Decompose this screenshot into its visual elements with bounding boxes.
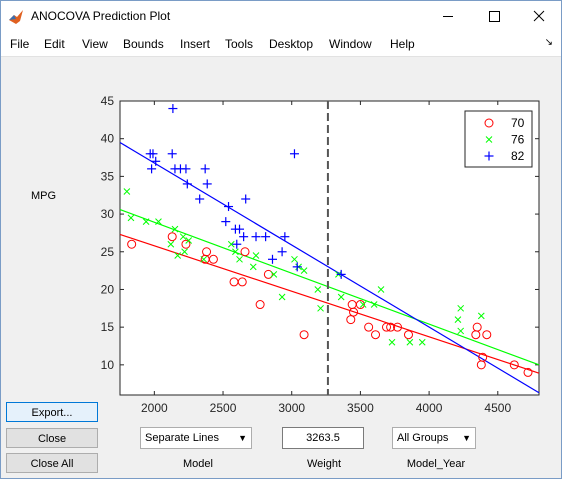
menu-desktop[interactable]: Desktop	[269, 37, 314, 51]
title-bar: ANOCOVA Prediction Plot	[1, 1, 561, 32]
close-button[interactable]: Close	[6, 428, 98, 448]
menu-insert[interactable]: Insert	[180, 37, 211, 51]
model-year-label: Model_Year	[406, 458, 466, 470]
menu-window[interactable]: Window	[329, 37, 372, 51]
close-all-button[interactable]: Close All	[6, 453, 98, 473]
menu-edit[interactable]: Edit	[44, 37, 65, 51]
model-select[interactable]: Separate Lines ▼	[140, 427, 252, 449]
dock-arrow-icon[interactable]: ↘	[544, 37, 553, 48]
menu-view[interactable]: View	[82, 37, 108, 51]
model-select-value: Separate Lines	[145, 432, 219, 444]
minimize-icon	[443, 16, 453, 17]
export-button[interactable]: Export...	[6, 402, 98, 422]
matlab-icon	[9, 10, 23, 24]
maximize-button[interactable]	[471, 1, 517, 32]
close-icon	[533, 10, 545, 22]
weight-input[interactable]: 3263.5	[282, 427, 364, 449]
close-window-button[interactable]	[516, 1, 562, 32]
y-axis-side-label: MPG	[31, 190, 57, 202]
group-select[interactable]: All Groups ▼	[392, 427, 476, 449]
menu-bar: File Edit View Bounds Insert Tools Deskt…	[1, 32, 561, 57]
menu-bounds[interactable]: Bounds	[123, 37, 164, 51]
chevron-down-icon: ▼	[238, 433, 247, 443]
window-title: ANOCOVA Prediction Plot	[31, 9, 171, 23]
group-select-value: All Groups	[397, 432, 449, 444]
weight-label: Weight	[306, 458, 342, 470]
menu-help[interactable]: Help	[390, 37, 415, 51]
minimize-button[interactable]	[425, 1, 471, 32]
model-label: Model	[183, 458, 213, 470]
chevron-down-icon: ▼	[462, 433, 471, 443]
menu-file[interactable]: File	[10, 37, 30, 51]
menu-tools[interactable]: Tools	[225, 37, 254, 51]
maximize-icon	[489, 11, 500, 22]
